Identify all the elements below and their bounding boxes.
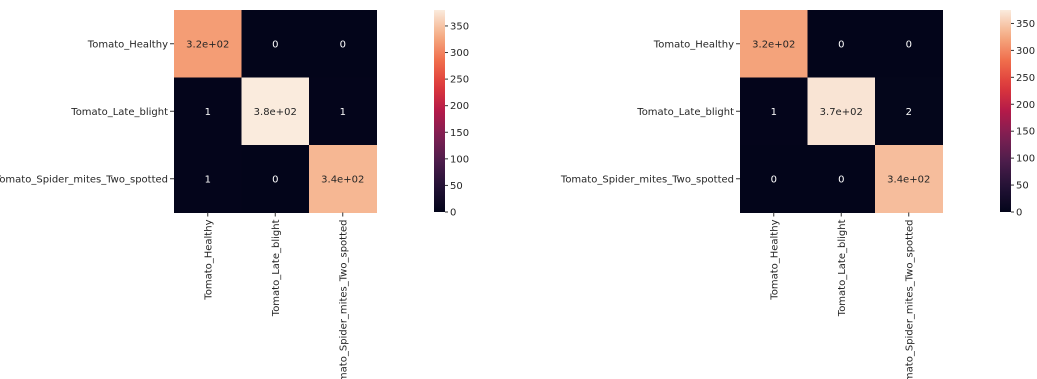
cell-annotation-r2-c0: 0 — [771, 174, 777, 185]
x-tick-label-2: Tomato_Spider_mites_Two_spotted — [338, 220, 349, 379]
y-tick-label-2: Tomato_Spider_mites_Two_spotted — [0, 174, 168, 185]
colorbar-tick-label-3: 150 — [1016, 127, 1035, 138]
x-tick-label-2: Tomato_Spider_mites_Two_spotted — [904, 220, 915, 379]
cell-annotation-r2-c1: 0 — [838, 174, 844, 185]
heatmap-cell-r2-c2 — [309, 145, 377, 213]
cell-annotation-r2-c0: 1 — [205, 174, 211, 185]
heatmap-cell-r2-c2 — [875, 145, 943, 213]
y-tick-label-0: Tomato_Healthy — [653, 39, 734, 50]
colorbar — [434, 10, 445, 212]
cell-annotation-r2-c2: 3.4e+02 — [887, 174, 930, 185]
confusion-matrix-right: 3.2e+02 0 01 3.7e+02 20 0 3.4e+02Tomato_Health… — [560, 10, 1035, 379]
heatmap-cell-r2-c1 — [241, 145, 310, 213]
x-tick-label-1: Tomato_Late_blight — [271, 219, 282, 317]
colorbar-tick-label-5: 250 — [450, 75, 469, 86]
cell-annotation-r1-c0: 1 — [771, 107, 777, 118]
x-tick-label-0: Tomato_Healthy — [769, 219, 780, 300]
cell-annotation-r0-c0: 3.2e+02 — [752, 39, 795, 50]
heatmap-cell-r0-c0 — [174, 10, 242, 78]
heatmap-cell-r1-c2 — [309, 77, 377, 146]
cell-annotation-r2-c1: 0 — [272, 174, 278, 185]
cell-annotation-r1-c2: 2 — [906, 107, 912, 118]
x-tick-label-0: Tomato_Healthy — [203, 219, 214, 300]
colorbar-tick-label-4: 200 — [450, 101, 469, 112]
y-tick-label-1: Tomato_Late_blight — [636, 107, 734, 118]
cell-annotation-r0-c2: 0 — [906, 39, 912, 50]
heatmap-cell-r1-c1 — [241, 77, 310, 146]
colorbar-tick-label-7: 350 — [1016, 19, 1035, 30]
heatmap-cell-r1-c1 — [807, 77, 876, 146]
cell-annotation-r1-c0: 1 — [205, 107, 211, 118]
colorbar-tick-label-4: 200 — [1016, 100, 1035, 111]
colorbar-tick-label-1: 50 — [1016, 181, 1029, 192]
colorbar-tick-label-2: 100 — [1016, 154, 1035, 165]
heatmap-cell-r0-c2 — [875, 10, 943, 78]
heatmap-cell-r0-c1 — [241, 10, 310, 78]
y-tick-label-2: Tomato_Spider_mites_Two_spotted — [560, 174, 734, 185]
y-tick-label-0: Tomato_Healthy — [87, 39, 168, 50]
colorbar-tick-label-0: 0 — [1016, 208, 1022, 219]
colorbar-tick-label-6: 300 — [450, 48, 469, 59]
heatmap-cell-r2-c0 — [740, 145, 808, 213]
heatmap-cell-r1-c0 — [740, 77, 808, 146]
cell-annotation-r2-c2: 3.4e+02 — [321, 174, 364, 185]
colorbar — [1000, 10, 1011, 212]
cell-annotation-r0-c2: 0 — [340, 39, 346, 50]
cell-annotation-r1-c1: 3.8e+02 — [254, 107, 297, 118]
colorbar-tick-label-7: 350 — [450, 21, 469, 32]
cell-annotation-r1-c1: 3.7e+02 — [820, 107, 863, 118]
colorbar-tick-label-0: 0 — [450, 208, 456, 219]
heatmap-cell-r0-c0 — [740, 10, 808, 78]
colorbar-tick-label-2: 100 — [450, 154, 469, 165]
heatmap-cell-r0-c1 — [807, 10, 876, 78]
colorbar-tick-label-3: 150 — [450, 128, 469, 139]
heatmap-cell-r2-c0 — [174, 145, 242, 213]
heatmap-cell-r0-c2 — [309, 10, 377, 78]
heatmap-cell-r1-c2 — [875, 77, 943, 146]
confusion-matrix-left: 3.2e+02 0 0 1 3.8e+02 1 1 0 3.4e+02 Tomato_Health… — [0, 10, 469, 379]
heatmap-cell-r1-c0 — [174, 77, 242, 146]
heatmap-cell-r2-c1 — [807, 145, 876, 213]
x-tick-label-1: Tomato_Late_blight — [837, 219, 848, 317]
cell-annotation-r0-c1: 0 — [838, 39, 844, 50]
cell-annotation-r0-c1: 0 — [272, 39, 278, 50]
cell-annotation-r0-c0: 3.2e+02 — [186, 39, 229, 50]
colorbar-tick-label-6: 300 — [1016, 46, 1035, 57]
cell-annotation-r1-c2: 1 — [340, 107, 346, 118]
colorbar-tick-label-1: 50 — [450, 181, 463, 192]
colorbar-tick-label-5: 250 — [1016, 73, 1035, 84]
y-tick-label-1: Tomato_Late_blight — [70, 107, 168, 118]
